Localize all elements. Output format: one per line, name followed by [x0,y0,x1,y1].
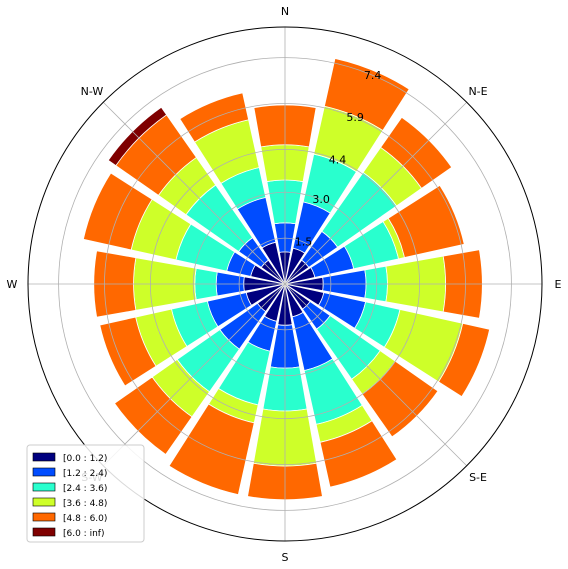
direction-label-E: E [555,278,562,291]
direction-label-N: N [281,5,289,18]
legend: [0.0 : 1.2) [1.2 : 2.4) [2.4 : 3.6) [3.6 : … [26,444,145,543]
bar-NNE-bin-4 [323,58,410,132]
legend-label: [6.0 : inf) [63,529,104,539]
direction-label-S: S [282,551,289,564]
legend-label: [2.4 : 3.6) [63,484,107,494]
grid-spoke [102,101,286,285]
radial-tick-label: 7.4 [364,69,382,82]
grid-spoke [284,101,468,285]
grid-spoke [284,283,468,467]
legend-swatch [32,512,56,522]
legend-label: [0.0 : 1.2) [63,454,107,464]
grid-layer [27,26,543,542]
radial-tick-label: 5.9 [346,111,364,124]
legend-swatch [32,467,56,477]
bar-WNW-bin-4 [82,172,153,251]
bar-ENE-bin-4 [387,184,465,258]
bars-layer [82,58,491,501]
bar-ESE-bin-4 [437,322,491,398]
legend-swatch [32,482,56,492]
direction-label-W: W [7,278,18,291]
outer-frame [27,26,543,542]
radial-tick-label: 3.0 [312,193,330,206]
legend-label: [4.8 : 6.0) [63,514,107,524]
direction-label-N-W: N-W [81,85,104,98]
legend-box [26,444,145,543]
direction-label-S-E: S-E [469,471,487,484]
radial-tick-label: 1.5 [295,236,313,249]
bar-WSW-bin-4 [99,316,157,387]
bar-NNW-bin-4 [179,92,250,143]
grid-spoke [102,283,286,467]
legend-swatch [32,527,56,537]
legend-label: [3.6 : 4.8) [63,499,107,509]
radial-tick-label: 4.4 [329,154,347,167]
radial-labels-layer: 1.5 3.0 4.4 5.9 7.4 [295,69,382,249]
legend-swatch [32,497,56,507]
legend-swatch [32,452,56,462]
direction-label-N-E: N-E [468,85,487,98]
bar-SSE-bin-4 [319,420,398,488]
legend-label: [1.2 : 2.4) [63,469,107,479]
